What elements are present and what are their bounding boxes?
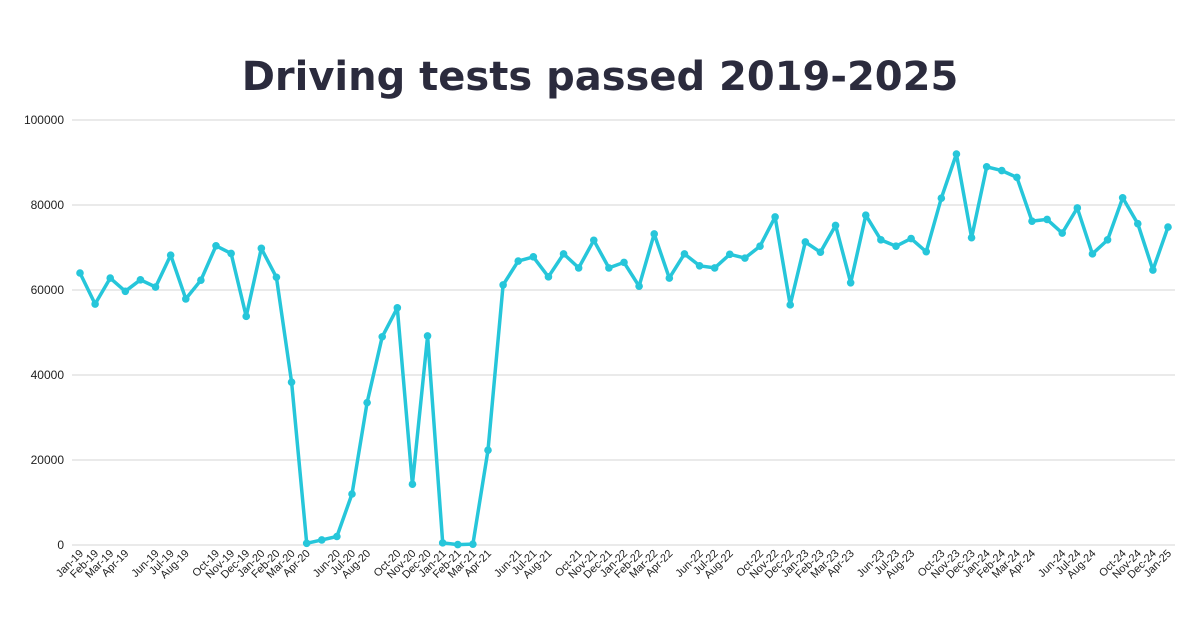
y-tick-label: 0: [57, 538, 64, 552]
data-point: [710, 264, 719, 272]
data-point: [333, 532, 341, 541]
data-point: [91, 300, 99, 308]
data-point: [1164, 223, 1172, 231]
data-point: [937, 194, 946, 202]
data-point: [786, 301, 795, 309]
chart-title: Driving tests passed 2019-2025: [242, 54, 959, 100]
data-point: [181, 295, 190, 303]
data-point: [831, 221, 840, 230]
series-layer: [76, 150, 1172, 549]
data-point: [151, 283, 160, 291]
data-point: [272, 273, 281, 282]
data-point: [952, 150, 961, 158]
data-point: [1028, 217, 1036, 225]
data-point: [423, 332, 432, 340]
data-point: [801, 238, 810, 246]
data-point: [635, 282, 643, 290]
data-point: [982, 162, 991, 171]
data-point: [1043, 215, 1051, 224]
data-point: [197, 276, 205, 285]
data-point: [846, 278, 855, 287]
data-point: [408, 480, 417, 489]
data-point: [665, 274, 674, 282]
data-point: [695, 261, 704, 270]
data-point: [620, 258, 628, 267]
data-point: [348, 490, 356, 498]
data-point: [892, 242, 900, 251]
data-point: [756, 242, 764, 251]
data-point: [589, 236, 598, 245]
data-point: [1103, 236, 1112, 244]
data-point: [76, 269, 84, 277]
series-line: [78, 152, 1170, 547]
data-point: [166, 251, 175, 259]
data-point: [922, 247, 931, 256]
y-axis-ticks: 0 20000 40000 60000 80000 100000: [24, 113, 64, 552]
data-point: [1088, 250, 1097, 258]
data-point: [1058, 229, 1067, 237]
data-point: [287, 378, 296, 387]
y-tick-label: 20000: [31, 453, 65, 467]
data-point: [363, 398, 371, 407]
data-point: [242, 312, 251, 321]
data-point: [816, 248, 825, 256]
data-point: [378, 332, 387, 341]
data-point: [529, 253, 538, 261]
data-point: [499, 281, 507, 289]
data-point: [302, 539, 311, 548]
data-point: [907, 234, 915, 243]
data-point: [574, 264, 583, 272]
data-point: [393, 304, 402, 312]
data-point: [1149, 266, 1157, 274]
data-point: [227, 249, 235, 258]
data-point: [605, 264, 613, 272]
data-point: [1133, 219, 1142, 228]
data-point: [1013, 173, 1021, 182]
data-point: [484, 446, 492, 455]
y-tick-label: 80000: [31, 198, 65, 212]
data-point: [650, 230, 659, 238]
data-point: [725, 250, 734, 259]
data-point: [680, 250, 689, 258]
data-point: [861, 211, 870, 219]
data-point: [469, 540, 477, 548]
data-point: [136, 276, 145, 284]
x-axis-ticks: Jan-19Feb-19Mar-19Apr-19Jun-19Jul-19Aug-…: [54, 548, 1174, 582]
y-tick-label: 100000: [24, 113, 64, 127]
data-point: [317, 536, 326, 544]
data-point: [967, 233, 976, 242]
data-point: [453, 540, 462, 549]
data-point: [1073, 204, 1082, 212]
gridlines: [72, 119, 1175, 546]
data-point: [438, 539, 447, 547]
data-point: [514, 257, 523, 265]
data-point: [877, 236, 885, 244]
data-point: [106, 274, 115, 282]
y-tick-label: 60000: [31, 283, 65, 297]
y-tick-label: 40000: [31, 368, 65, 382]
data-point: [1118, 193, 1127, 202]
data-point: [559, 250, 568, 258]
data-point: [741, 254, 749, 262]
data-point: [997, 166, 1006, 175]
data-point: [257, 244, 266, 253]
data-point: [121, 287, 130, 296]
data-point: [544, 273, 553, 281]
data-point: [212, 242, 220, 250]
data-point: [771, 213, 779, 221]
